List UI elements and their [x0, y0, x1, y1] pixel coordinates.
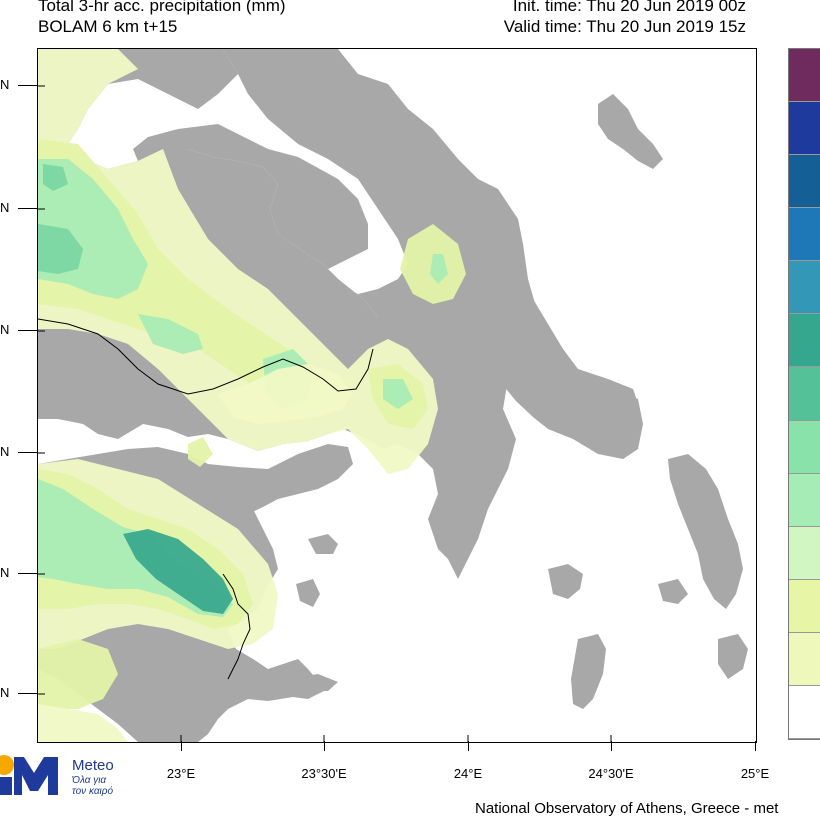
precip-sw-core — [123, 529, 233, 614]
land-attica — [148, 444, 353, 514]
grid-ticks — [38, 85, 612, 742]
lon-label: 24°E — [453, 766, 483, 781]
land-island-sm1 — [658, 579, 688, 604]
lat-label: N — [0, 200, 10, 215]
border-line-south — [222, 573, 251, 680]
land-island-sm2 — [718, 634, 748, 679]
land-island-east — [668, 454, 743, 609]
land-island-hydra — [288, 674, 338, 691]
colorbar-segment — [789, 473, 820, 527]
precip-colorbar — [788, 48, 820, 740]
precip-level-4 — [38, 224, 83, 274]
colorbar-segment — [789, 155, 820, 209]
land-island-aegina — [308, 534, 338, 554]
lon-label: 23°E — [166, 766, 196, 781]
precipitation-map — [37, 48, 757, 743]
lat-label: N — [0, 685, 10, 700]
lon-label: 25°E — [740, 766, 770, 781]
logo-tagline: τον καιρό — [72, 786, 114, 797]
colorbar-segment — [789, 49, 820, 103]
precip-level-1 — [38, 49, 438, 474]
colorbar-segment — [789, 261, 820, 315]
valid-time: Valid time: Thu 20 Jun 2019 15z — [503, 17, 746, 36]
colorbar-segment — [789, 420, 820, 474]
land-island-skiathos — [598, 94, 663, 169]
map-title: Total 3-hr acc. precipitation (mm) — [38, 0, 286, 15]
precip-mid-band — [218, 364, 353, 424]
land-island-andros — [548, 564, 583, 599]
logo-tagline: Όλα για — [72, 775, 107, 786]
lat-label: N — [0, 322, 10, 337]
lat-label: N — [0, 77, 10, 92]
land-island-salamina — [296, 579, 320, 607]
colorbar-segment — [789, 208, 820, 262]
logo-name: Meteo — [72, 757, 114, 774]
land-island-kea — [571, 634, 606, 709]
precip-level-4b — [43, 164, 68, 191]
border-line-north — [38, 318, 374, 395]
lat-label: N — [0, 444, 10, 459]
lat-label: N — [0, 565, 10, 580]
precip-cell-east-core — [383, 379, 413, 409]
colorbar-segment — [789, 685, 820, 739]
colorbar-segment — [789, 632, 820, 686]
colorbar-segment — [789, 367, 820, 421]
init-time: Init. time: Thu 20 Jun 2019 00z — [512, 0, 746, 15]
model-label: BOLAM 6 km t+15 — [38, 17, 178, 36]
map-canvas — [38, 49, 748, 742]
land-euboea — [506, 279, 640, 449]
precip-level-3b — [138, 314, 203, 354]
colorbar-segment — [789, 579, 820, 633]
meteo-logo-icon — [0, 755, 58, 795]
precip-sw-lower — [38, 639, 118, 709]
precip-cell-north-core — [430, 254, 448, 284]
colorbar-segment — [789, 314, 820, 368]
lon-label: 23°30'E — [301, 766, 347, 781]
border-layer — [38, 318, 374, 680]
colorbar-segment — [789, 526, 820, 580]
footer-credit: National Observatory of Athens, Greece -… — [475, 800, 779, 817]
precip-layer — [38, 49, 466, 742]
lon-label: 24°30'E — [588, 766, 634, 781]
colorbar-segment — [789, 102, 820, 156]
precip-sw-lower2 — [38, 704, 128, 742]
precip-cell-small — [188, 437, 213, 467]
